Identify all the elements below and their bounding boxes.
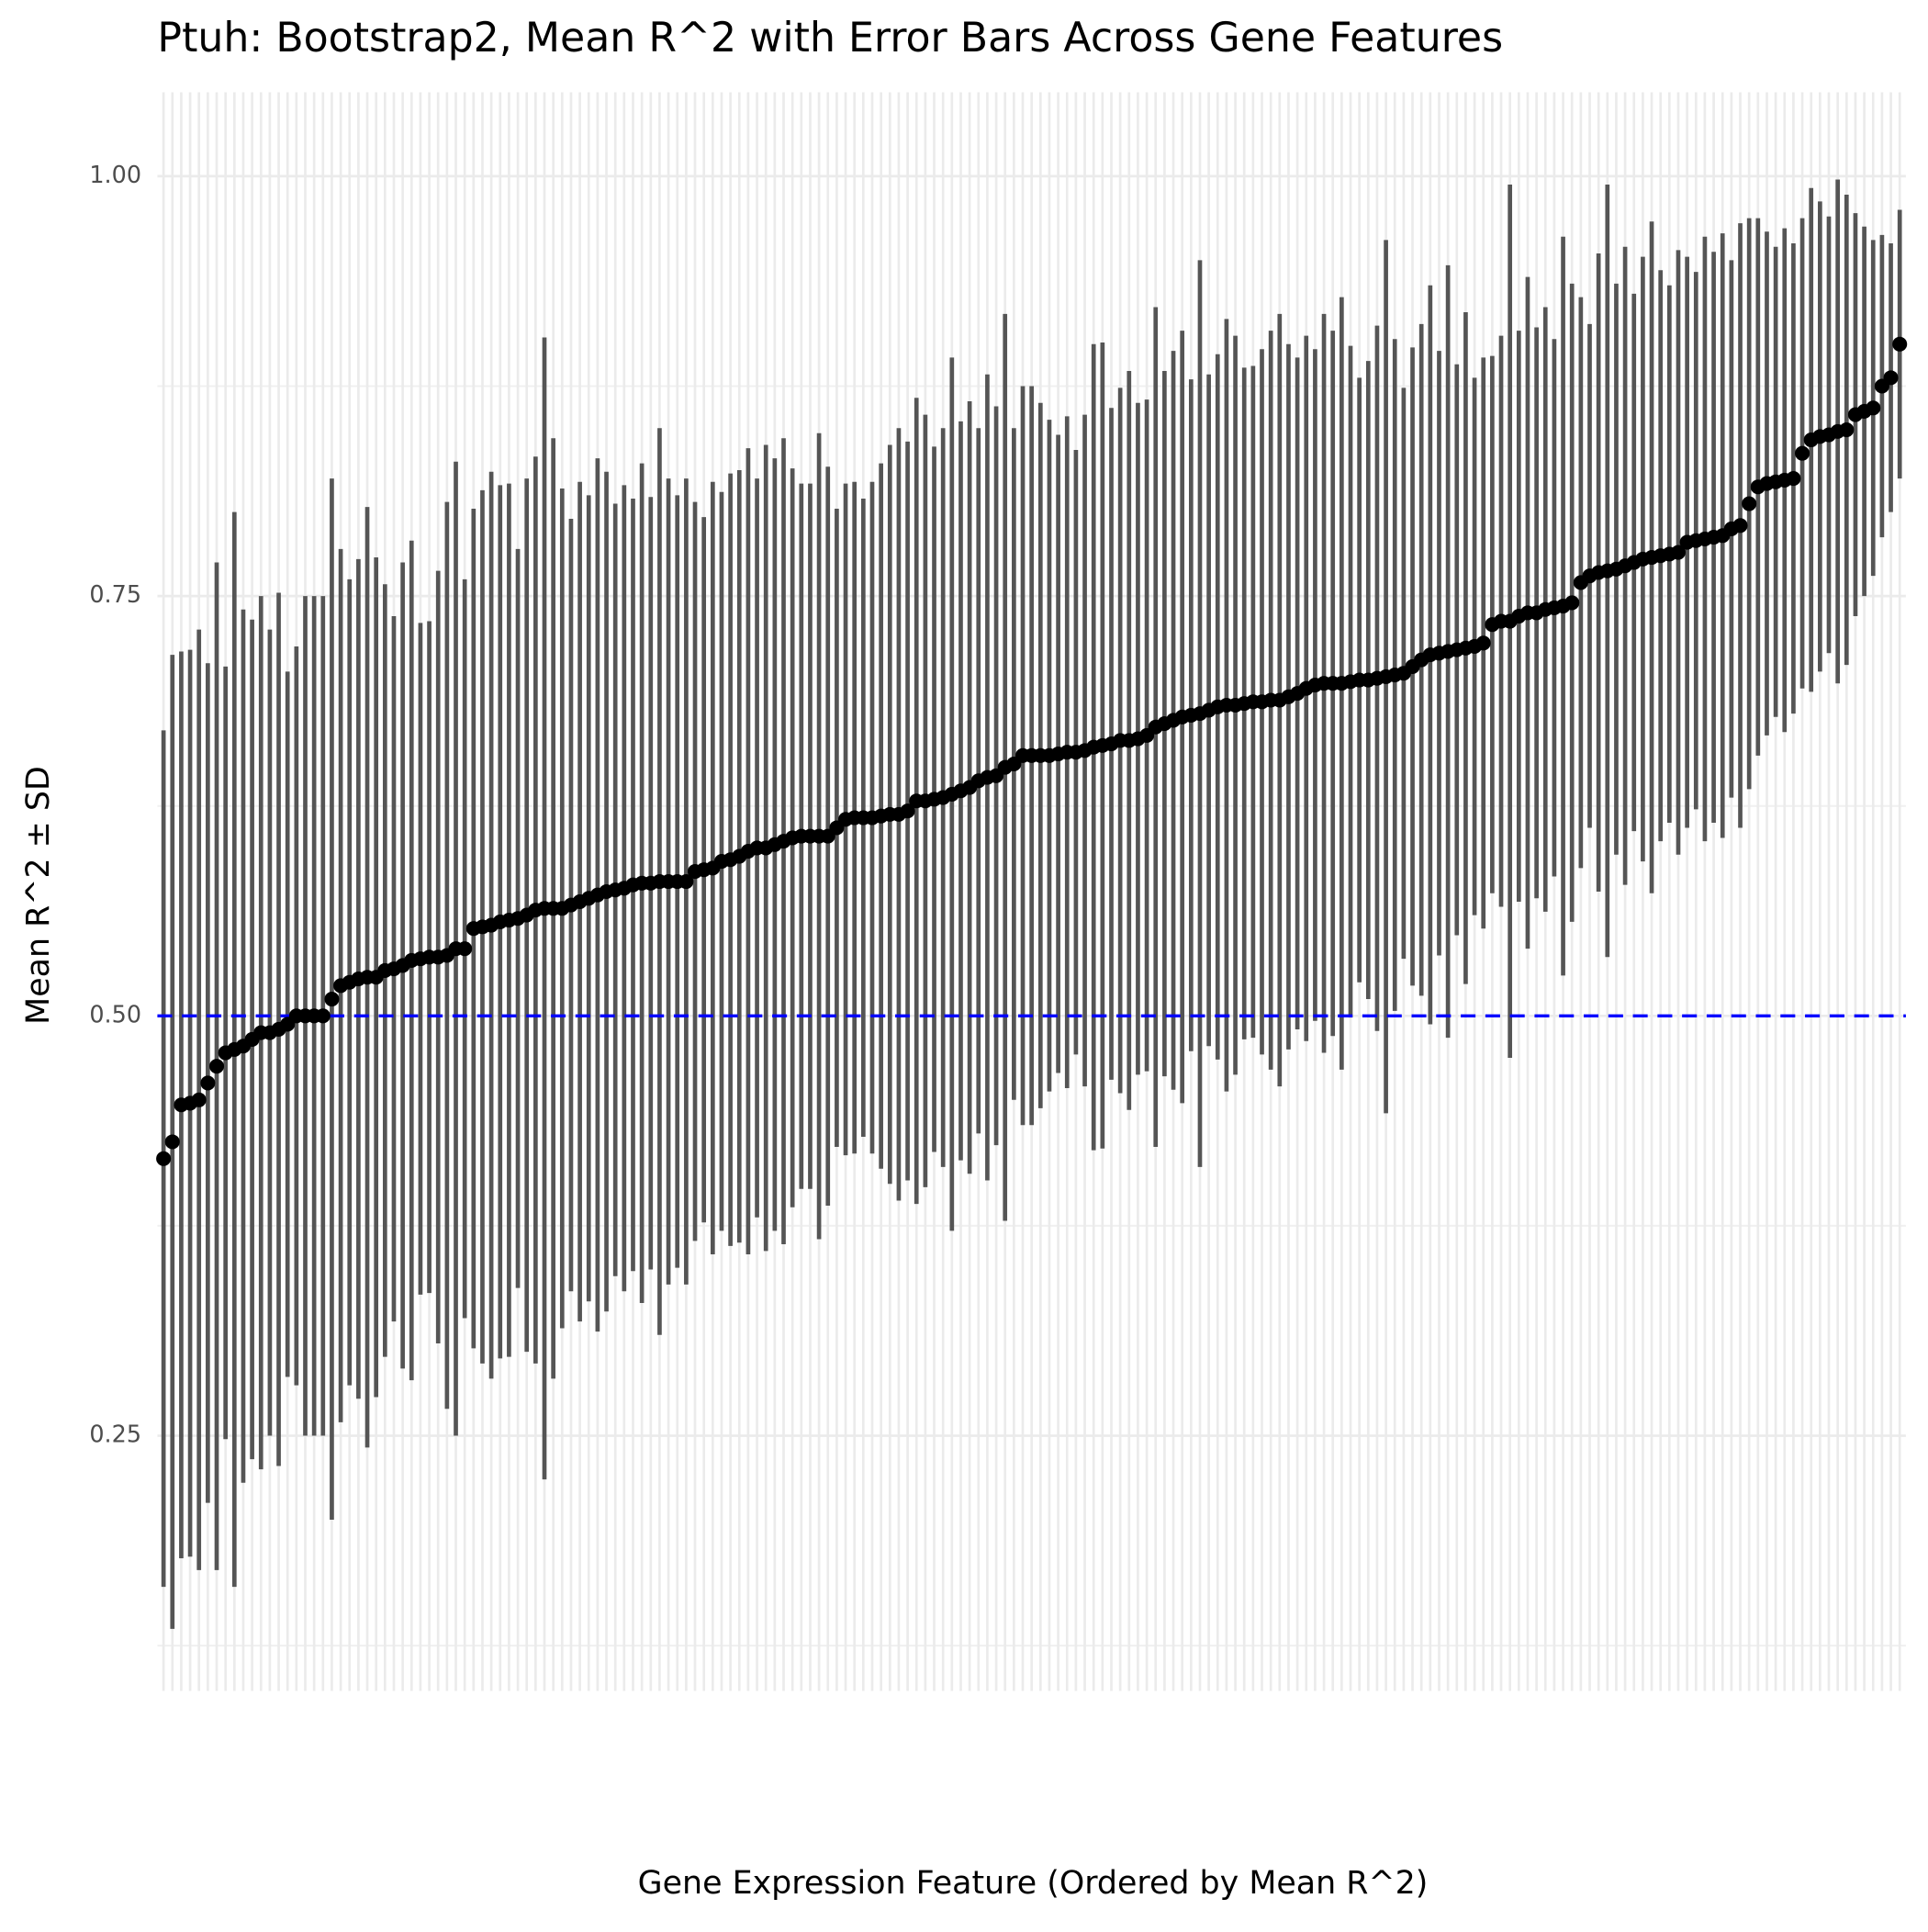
mean-point [164,1134,180,1150]
mean-point [1839,422,1855,438]
chart-title: Ptuh: Bootstrap2, Mean R^2 with Error Ba… [157,15,1503,62]
mean-point [1786,471,1801,487]
mean-point [1475,635,1491,651]
mean-point [900,803,915,819]
mean-point [1883,370,1899,386]
mean-point [1670,545,1687,560]
mean-point [191,1092,207,1107]
mean-point [1795,445,1810,461]
mean-point [1564,595,1580,611]
y-tick-label: 1.00 [89,161,141,188]
mean-point [1866,400,1881,416]
mean-point [208,1059,225,1074]
y-tick-label: 0.75 [89,580,141,608]
mean-point [200,1075,216,1091]
mean-point [1732,518,1748,534]
y-tick-label: 0.25 [89,1421,141,1448]
mean-point [156,1151,172,1166]
mean-point [457,941,473,957]
mean-point [315,1008,331,1024]
x-axis-label: Gene Expression Feature (Ordered by Mean… [638,1865,1429,1902]
y-axis-label: Mean R^2 ± SD [20,766,57,1025]
y-tick-label: 0.50 [89,1000,141,1028]
mean-point [324,991,340,1007]
mean-point [1742,496,1757,511]
mean-point [678,873,694,890]
mean-point [1892,336,1908,352]
